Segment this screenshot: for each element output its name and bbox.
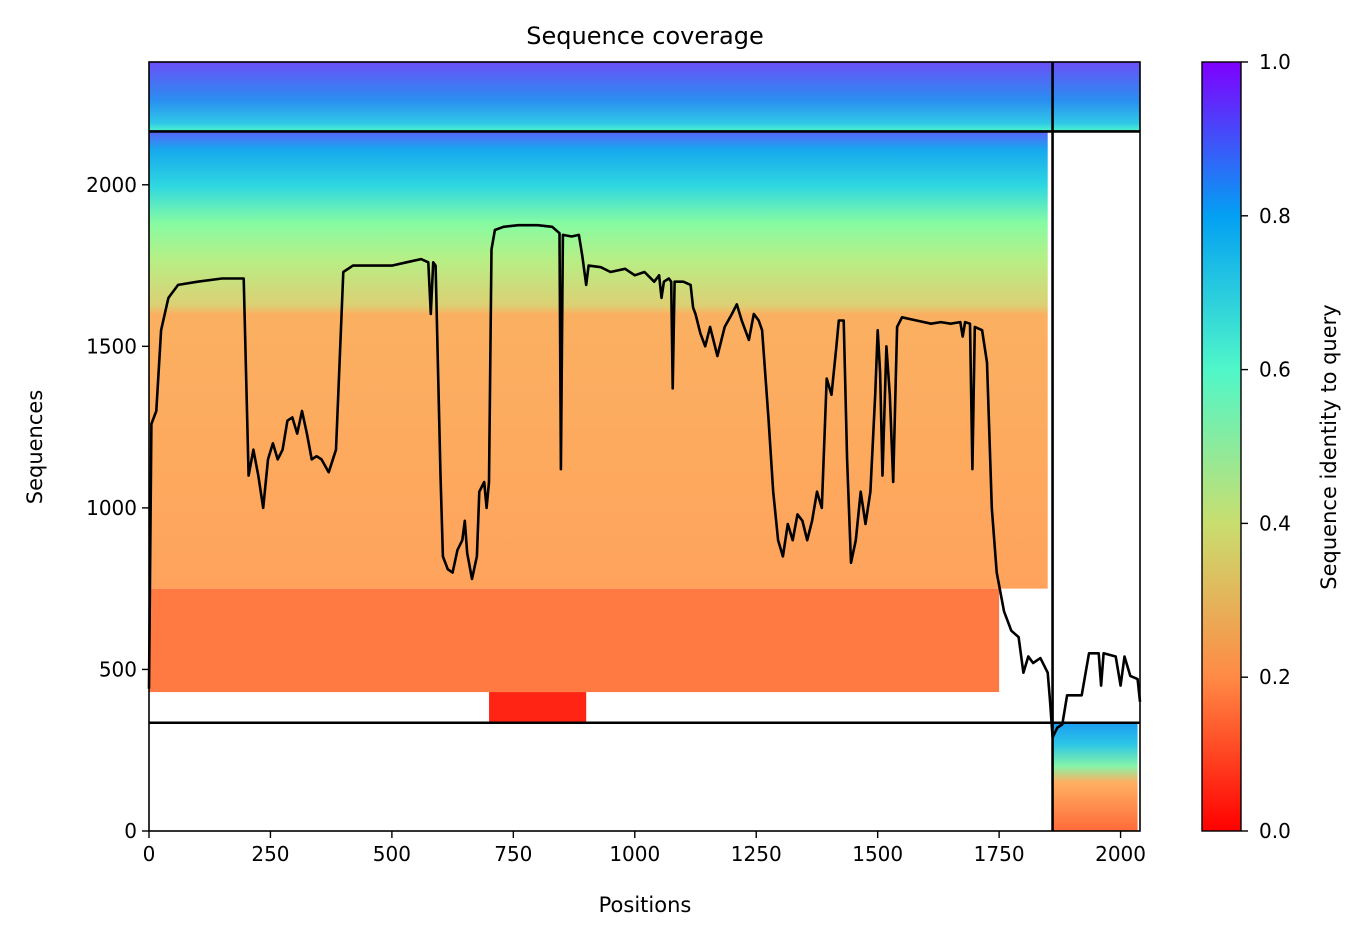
y-tick-label: 500 [99,657,137,681]
colorbar-tick-label: 0.4 [1259,511,1291,535]
heatmap-block-top [149,62,1140,132]
heatmap-cells [149,62,1140,831]
x-axis-label: Positions [599,893,692,917]
colorbar [1201,61,1242,832]
colorbar-tick-label: 0.2 [1259,665,1291,689]
x-tick-label: 2000 [1095,842,1146,866]
x-tick-label: 1000 [609,842,660,866]
colorbar-label: Sequence identity to query [1317,304,1341,589]
colorbar-tick-label: 0.0 [1259,819,1291,843]
colorbar-tick-label: 0.8 [1259,204,1291,228]
heatmap-block-bottom-right [1053,722,1138,831]
heatmap-block-red [489,692,587,723]
x-axis: 0 250 500 750 1000 1250 1500 1750 2000 [143,831,1146,866]
heatmap-block-main [149,131,1048,589]
chart-title: Sequence coverage [526,22,763,50]
heatmap-block-low [149,588,1000,693]
colorbar-tick-label: 1.0 [1259,50,1291,74]
colorbar-axis: 0.0 0.2 0.4 0.6 0.8 1.0 [1241,50,1291,843]
x-tick-label: 1500 [852,842,903,866]
x-tick-label: 750 [494,842,532,866]
colorbar-tick-label: 0.6 [1259,358,1291,382]
x-tick-label: 0 [143,842,156,866]
y-axis: 0 500 1000 1500 2000 [86,173,149,843]
y-tick-label: 2000 [86,173,137,197]
y-tick-label: 0 [124,819,137,843]
y-tick-label: 1000 [86,496,137,520]
x-tick-label: 1250 [731,842,782,866]
coverage-line [147,223,1142,739]
y-axis-label: Sequences [23,390,47,505]
plot-frame [148,61,1141,832]
x-tick-label: 1750 [974,842,1025,866]
x-tick-label: 500 [373,842,411,866]
x-tick-label: 250 [251,842,289,866]
boundary-lines [149,62,1140,831]
y-tick-label: 1500 [86,334,137,358]
